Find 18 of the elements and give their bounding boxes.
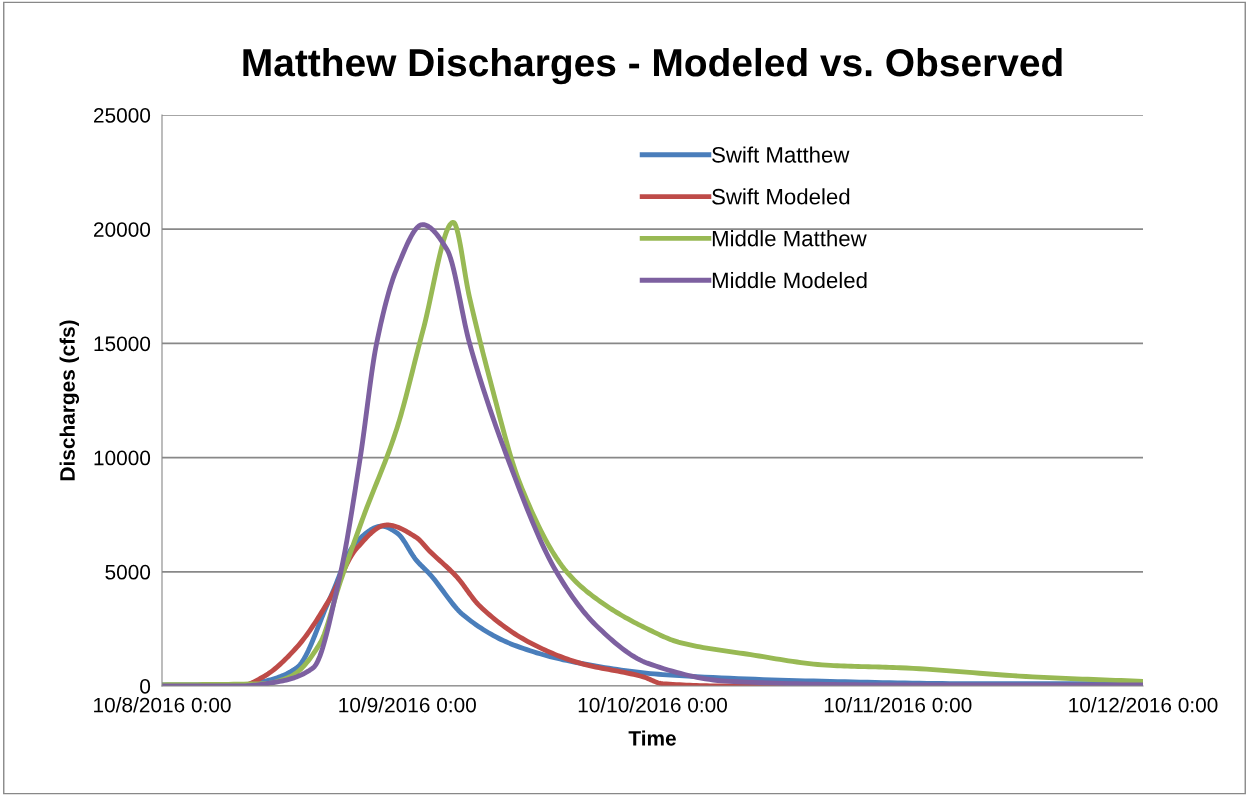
legend-label: Swift Modeled — [712, 188, 850, 205]
x-tick-label: 10/8/2016 0:00 — [94, 697, 231, 713]
chart-title: Matthew Discharges - Modeled vs. Observed — [243, 47, 1062, 85]
x-tick-label: 10/11/2016 0:00 — [824, 697, 972, 713]
legend-label: Middle Matthew — [712, 230, 867, 247]
y-tick-label: 20000 — [94, 222, 151, 237]
x-axis-title: Time — [628, 730, 676, 746]
x-tick-label: 10/9/2016 0:00 — [339, 697, 476, 713]
legend-label: Swift Matthew — [712, 146, 850, 163]
y-tick-label: 10000 — [94, 450, 151, 466]
y-tick-label: 0 — [140, 679, 151, 694]
y-tick-label: 5000 — [105, 564, 151, 580]
y-tick-label: 25000 — [94, 108, 151, 123]
x-tick-label: 10/10/2016 0:00 — [578, 697, 727, 713]
y-tick-label: 15000 — [94, 336, 151, 352]
y-axis-title: Discharges (cfs) — [59, 320, 80, 481]
legend-label: Middle Modeled — [712, 271, 867, 289]
x-tick-label: 10/12/2016 0:00 — [1069, 697, 1218, 713]
